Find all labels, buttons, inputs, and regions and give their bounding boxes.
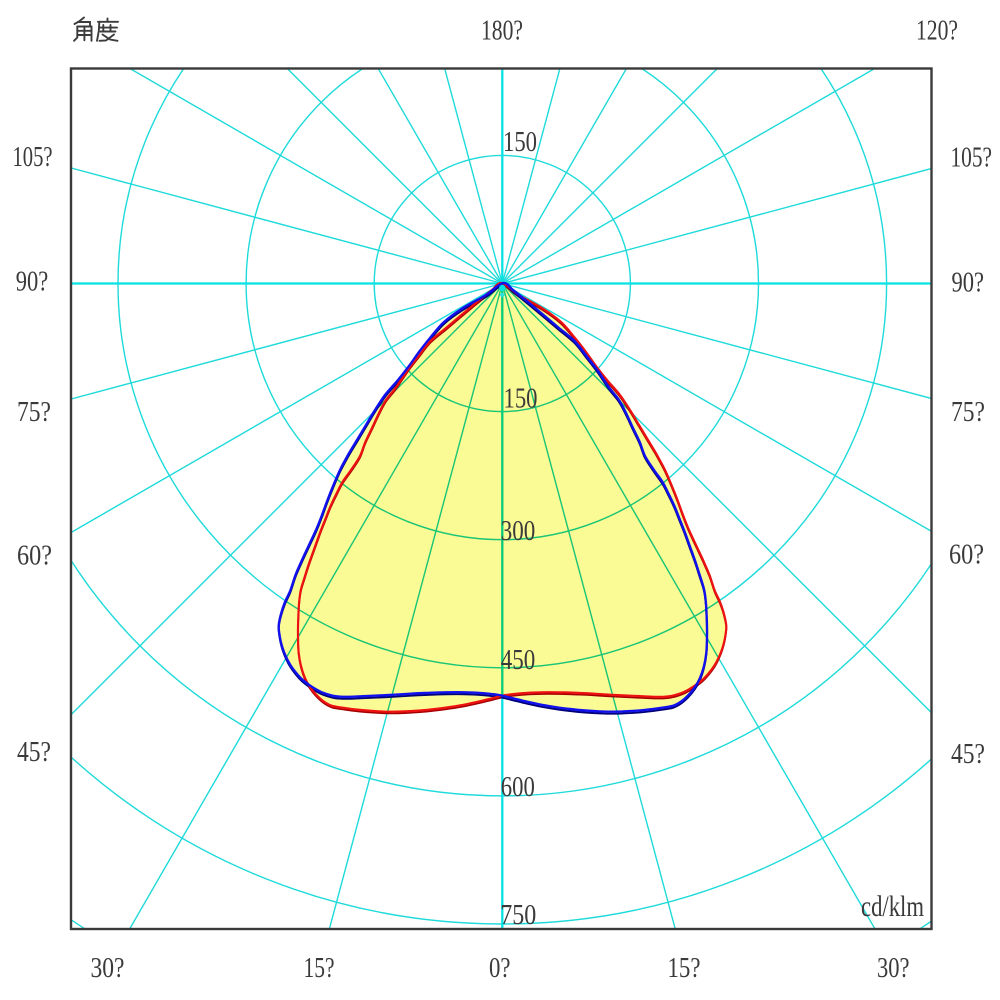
svg-text:600: 600 xyxy=(501,772,535,803)
svg-text:60?: 60? xyxy=(949,540,984,571)
svg-text:180?: 180? xyxy=(481,16,523,47)
svg-text:150: 150 xyxy=(504,384,538,415)
svg-text:150: 150 xyxy=(503,127,537,158)
svg-text:75?: 75? xyxy=(17,397,51,428)
svg-text:60?: 60? xyxy=(17,541,52,572)
svg-text:90?: 90? xyxy=(952,268,985,299)
svg-text:30?: 30? xyxy=(877,953,910,984)
svg-text:105?: 105? xyxy=(13,142,53,173)
svg-text:120?: 120? xyxy=(916,16,958,47)
svg-text:45?: 45? xyxy=(17,737,51,768)
svg-text:0?: 0? xyxy=(489,953,511,984)
svg-text:750: 750 xyxy=(500,900,536,931)
svg-text:75?: 75? xyxy=(951,397,985,428)
svg-text:15?: 15? xyxy=(304,953,335,984)
svg-text:15?: 15? xyxy=(668,953,701,984)
svg-text:90?: 90? xyxy=(16,267,49,298)
svg-text:105?: 105? xyxy=(951,143,993,174)
svg-text:300: 300 xyxy=(501,516,536,547)
svg-text:cd/klm: cd/klm xyxy=(861,890,924,923)
svg-text:30?: 30? xyxy=(91,953,125,984)
svg-text:450: 450 xyxy=(501,645,536,676)
svg-text:45?: 45? xyxy=(951,739,985,770)
